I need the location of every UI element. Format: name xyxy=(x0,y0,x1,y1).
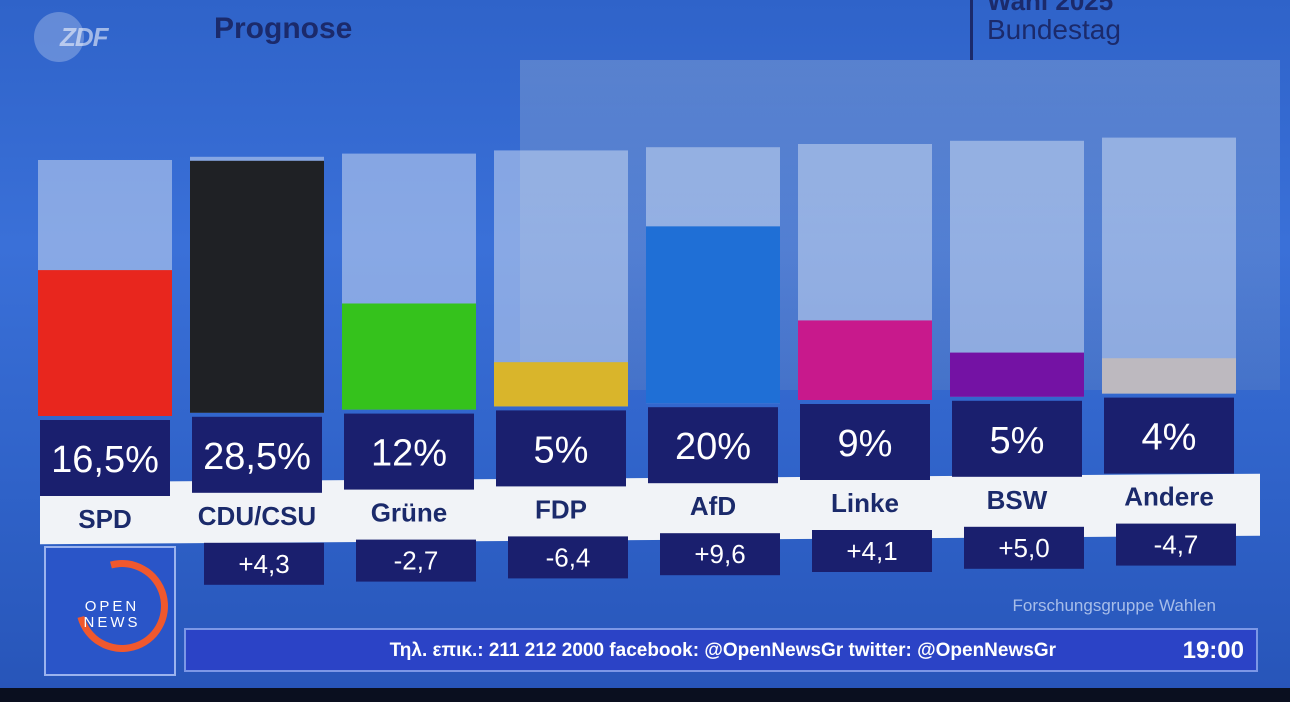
bar-7 xyxy=(1102,358,1236,394)
party-name: CDU/CSU xyxy=(198,501,316,531)
open-news-logo: OPEN NEWS xyxy=(44,543,185,676)
zdf-logo-text: ZDF xyxy=(60,22,109,52)
party-name: Andere xyxy=(1124,482,1214,512)
bar-4 xyxy=(646,226,780,404)
party-name: BSW xyxy=(987,485,1048,515)
bar-track xyxy=(1102,137,1236,394)
value-box xyxy=(192,416,322,493)
change-label: +5,0 xyxy=(998,533,1049,563)
value-label: 20% xyxy=(675,426,751,468)
election-label-box: Wahl 2025 Bundestag xyxy=(970,0,1121,60)
value-box xyxy=(1104,397,1234,474)
value-label: 9% xyxy=(838,423,893,465)
change-box xyxy=(660,533,780,576)
value-box xyxy=(496,410,626,487)
news-ticker: Τηλ. επικ.: 211 212 2000 facebook: @Open… xyxy=(184,628,1258,672)
bar-5 xyxy=(798,320,932,400)
value-label: 4% xyxy=(1142,417,1197,459)
value-label: 5% xyxy=(990,420,1045,462)
zdf-logo-circle xyxy=(34,12,84,62)
value-box xyxy=(800,404,930,480)
bar-3 xyxy=(494,362,628,407)
bar-2 xyxy=(342,303,476,410)
change-box xyxy=(508,536,628,579)
value-box xyxy=(952,400,1082,477)
page-title: Prognose xyxy=(214,12,353,45)
change-label: -6,4 xyxy=(546,542,591,572)
change-box xyxy=(204,542,324,585)
source-credit: Forschungsgruppe Wahlen xyxy=(1012,596,1217,615)
change-label: +4,1 xyxy=(846,536,897,566)
ticker-text: Τηλ. επικ.: 211 212 2000 facebook: @Open… xyxy=(389,640,1056,661)
change-label: +4,3 xyxy=(238,549,289,579)
change-box xyxy=(964,526,1084,569)
value-box xyxy=(40,420,170,496)
value-label: 16,5% xyxy=(51,439,159,481)
change-label: -4,7 xyxy=(1154,530,1199,560)
value-box xyxy=(344,413,474,490)
bar-0 xyxy=(38,270,172,416)
party-name: Linke xyxy=(831,488,899,518)
election-name: Wahl 2025 xyxy=(987,0,1114,16)
election-parliament: Bundestag xyxy=(987,14,1121,45)
party-name: SPD xyxy=(78,504,131,534)
value-label: 12% xyxy=(371,433,447,475)
value-box xyxy=(648,407,778,484)
open-news-logo-line2: NEWS xyxy=(83,614,141,631)
zdf-logo: ZDF xyxy=(34,12,118,62)
change-label: -2,7 xyxy=(394,546,439,576)
change-label: +9,6 xyxy=(694,539,745,569)
value-label: 28,5% xyxy=(203,436,311,478)
party-name: AfD xyxy=(690,491,736,521)
bar-6 xyxy=(950,352,1084,397)
change-box xyxy=(812,530,932,572)
party-name: Grüne xyxy=(371,498,448,528)
bar-1 xyxy=(190,160,324,413)
party-name: FDP xyxy=(535,494,587,524)
screen-bezel xyxy=(0,688,1290,702)
ticker-time: 19:00 xyxy=(1182,637,1244,664)
value-label: 5% xyxy=(534,429,589,471)
open-news-logo-line1: OPEN xyxy=(84,598,140,615)
change-box xyxy=(1116,523,1236,566)
change-box xyxy=(356,539,476,582)
